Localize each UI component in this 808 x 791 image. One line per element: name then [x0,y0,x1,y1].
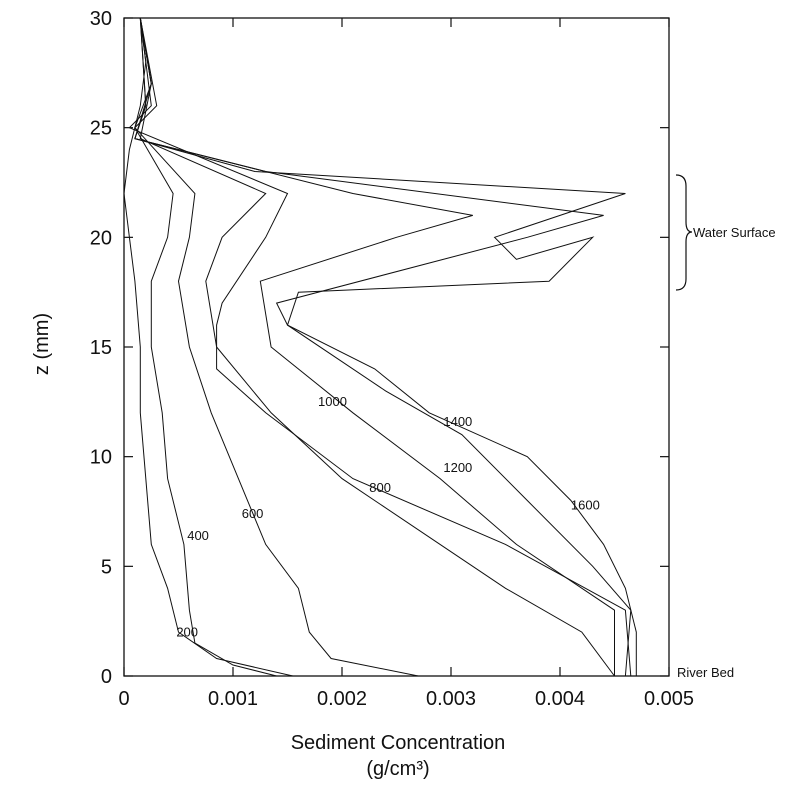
y-tick-label: 5 [101,556,112,578]
series-label-800: 800 [369,480,391,495]
series-line-1600 [134,17,637,676]
series-label-1000: 1000 [318,394,347,409]
river-bed-label: River Bed [677,665,734,680]
y-tick-label: 20 [90,227,112,249]
series-line-800 [139,17,615,677]
y-tick-label: 30 [90,8,112,30]
series-line-600 [134,17,419,677]
series-line-1400 [134,17,632,677]
x-tick-label: 0.004 [535,688,585,710]
series-line-1000 [128,17,632,677]
x-tick-label: 0.002 [317,688,367,710]
y-tick-label: 25 [90,118,112,140]
x-tick-label: 0.001 [208,688,258,710]
y-tick-label: 10 [90,447,112,469]
series-line-200 [123,17,294,677]
series-line-1200 [134,17,615,676]
water-surface-brace [675,174,693,291]
y-tick-label: 15 [90,337,112,359]
series-line-400 [134,17,277,677]
series-label-200: 200 [176,625,198,640]
series-label-1200: 1200 [443,460,472,475]
x-axis-label: Sediment Concentration [291,732,506,754]
series-label-1600: 1600 [571,497,600,512]
series-label-600: 600 [242,506,264,521]
series-label-1400: 1400 [443,414,472,429]
water-surface-label: Water Surface [693,225,776,240]
y-tick-label: 0 [101,666,112,688]
y-axis-label: z (mm) [31,313,53,375]
x-tick-label: 0.005 [644,688,694,710]
x-tick-label: 0 [118,688,129,710]
x-tick-label: 0.003 [426,688,476,710]
series-label-400: 400 [187,528,209,543]
y-axis-title: z (mm) [31,313,53,375]
x-axis-units: (g/cm³) [366,758,429,780]
plot-frame [123,17,670,677]
plot-layer: 0 0.001 0.002 0.003 0.004 0.005 0 5 10 15 20 25 30 20… [90,8,694,710]
